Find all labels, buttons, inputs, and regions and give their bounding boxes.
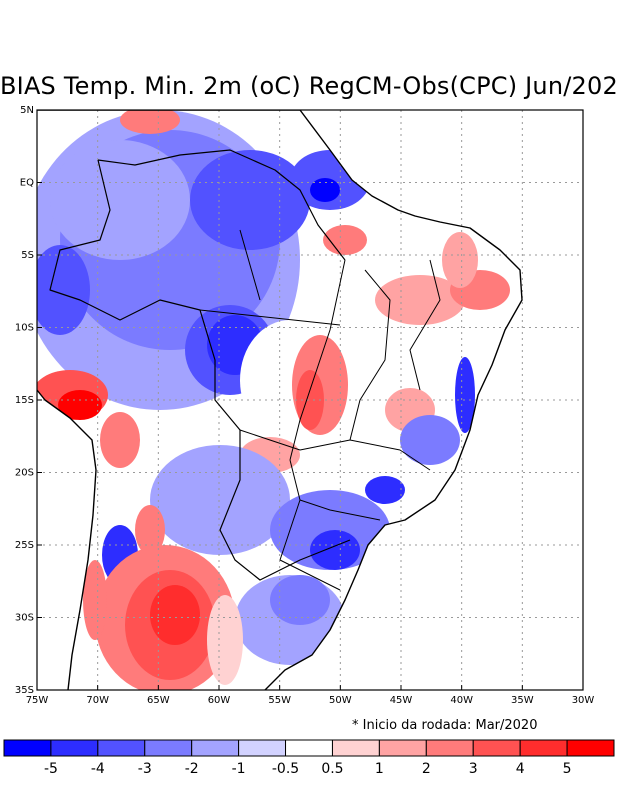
colorbar-labels: -5 -4 -3 -2 -1 -0.5 0.5 1 2 3 4 5 [44, 761, 572, 777]
colorbar-box [285, 739, 333, 757]
lon-tick-label: 30W [572, 695, 595, 706]
lat-tick-label: 10S [15, 323, 34, 334]
lon-tick-label: 75W [26, 695, 49, 706]
colorbar-box [50, 739, 99, 757]
lon-tick-label: 45W [390, 695, 413, 706]
colorbar-box [472, 739, 521, 757]
colorbar-label: -4 [91, 761, 105, 777]
colorbar-boxes [3, 739, 615, 757]
lon-tick-label: 65W [147, 695, 170, 706]
map-title: BIAS Temp. Min. 2m (oC) RegCM-Obs(CPC) J… [0, 72, 618, 100]
colorbar-label: 3 [469, 761, 478, 777]
graticule [37, 110, 583, 690]
lon-tick-label: 35W [511, 695, 534, 706]
colorbar-box [378, 739, 427, 757]
colorbar-label: 5 [563, 761, 572, 777]
colorbar-box [3, 739, 52, 757]
colorbar-label: -1 [232, 761, 246, 777]
coastline [37, 110, 523, 690]
lat-tick-label: 5N [20, 105, 34, 116]
lat-tick-label: 20S [15, 468, 34, 479]
colorbar-label: 4 [516, 761, 525, 777]
colorbar: -5 -4 -3 -2 -1 -0.5 0.5 1 2 3 4 5 [3, 739, 615, 777]
colorbar-label: -3 [138, 761, 152, 777]
colorbar-label: 0.5 [321, 761, 343, 777]
lat-tick-label: 35S [15, 685, 34, 696]
colorbar-label: -5 [44, 761, 58, 777]
lat-tick-label: EQ [20, 178, 34, 189]
lon-tick-label: 40W [450, 695, 473, 706]
colorbar-label: -0.5 [272, 761, 299, 777]
colorbar-box [238, 739, 287, 757]
colorbar-box [97, 739, 146, 757]
colorbar-box [425, 739, 474, 757]
state-borders [199, 229, 441, 591]
colorbar-box [566, 739, 615, 757]
lat-tick-label: 5S [21, 250, 34, 261]
lon-tick-label: 60W [208, 695, 231, 706]
colorbar-box [144, 739, 193, 757]
colorbar-box [191, 739, 240, 757]
lon-tick-label: 55W [268, 695, 291, 706]
run-start-note: * Inicio da rodada: Mar/2020 [352, 718, 538, 733]
colorbar-box [519, 739, 568, 757]
map-axes: 75W 70W 65W 60W 55W 50W 45W 40W 35W 30W 5N EQ 5S 10S 1… [15, 105, 594, 706]
colorbar-label: 2 [422, 761, 431, 777]
lon-tick-label: 50W [329, 695, 352, 706]
lat-tick-label: 30S [15, 613, 34, 624]
brazil-border [49, 149, 351, 581]
colorbar-label: -2 [185, 761, 199, 777]
colorbar-label: 1 [375, 761, 384, 777]
lat-tick-label: 15S [15, 395, 34, 406]
lon-tick-label: 70W [86, 695, 109, 706]
colorbar-box [331, 739, 380, 757]
lat-tick-label: 25S [15, 540, 34, 551]
political-boundaries [37, 110, 523, 690]
